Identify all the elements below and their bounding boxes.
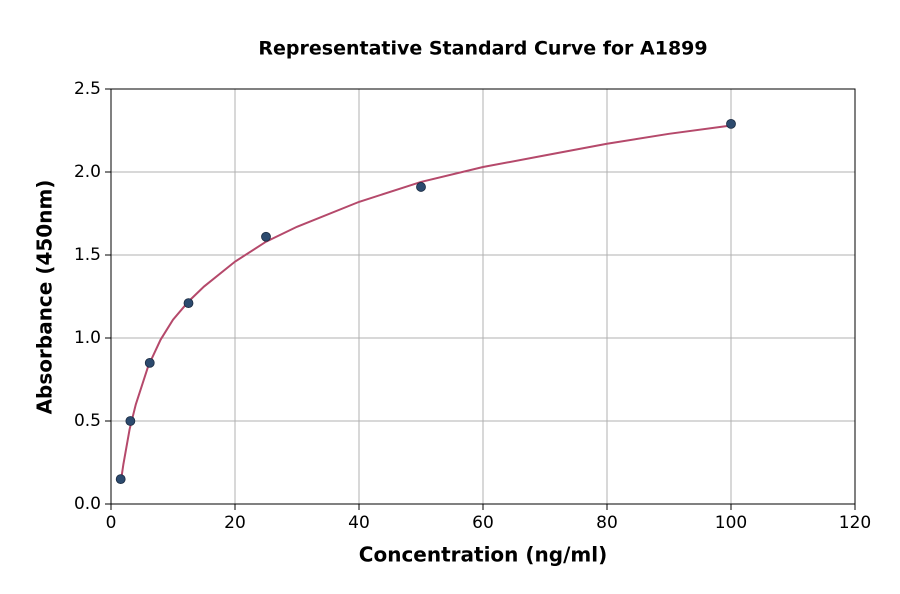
plot-frame [110,88,856,505]
data-point [115,474,126,485]
y-tick-label: 2.5 [74,79,101,99]
x-tick-label: 40 [348,513,370,533]
data-point [125,416,136,426]
data-point [144,357,155,368]
data-point [261,231,271,242]
y-tick-label: 1.5 [74,245,101,265]
chart-title: Representative Standard Curve for A1899 [258,38,707,60]
x-tick-label: 0 [106,513,117,533]
x-tick-label: 80 [596,513,618,533]
x-tick-label: 120 [839,513,871,533]
y-tick-label: 1.0 [74,328,101,348]
x-tick-label: 100 [715,513,747,533]
data-point [416,182,426,192]
y-tick-label: 2.0 [74,162,101,182]
y-axis-label: Absorbance (450nm) [33,180,57,415]
y-tick-label: 0.0 [74,494,101,514]
data-point [726,118,736,129]
x-axis-label: Concentration (ng/ml) [359,543,607,567]
fit-curve [119,124,732,483]
x-tick-label: 60 [472,513,494,533]
data-point [183,298,194,309]
x-tick-label: 20 [224,513,246,533]
y-tick-label: 0.5 [74,411,101,431]
